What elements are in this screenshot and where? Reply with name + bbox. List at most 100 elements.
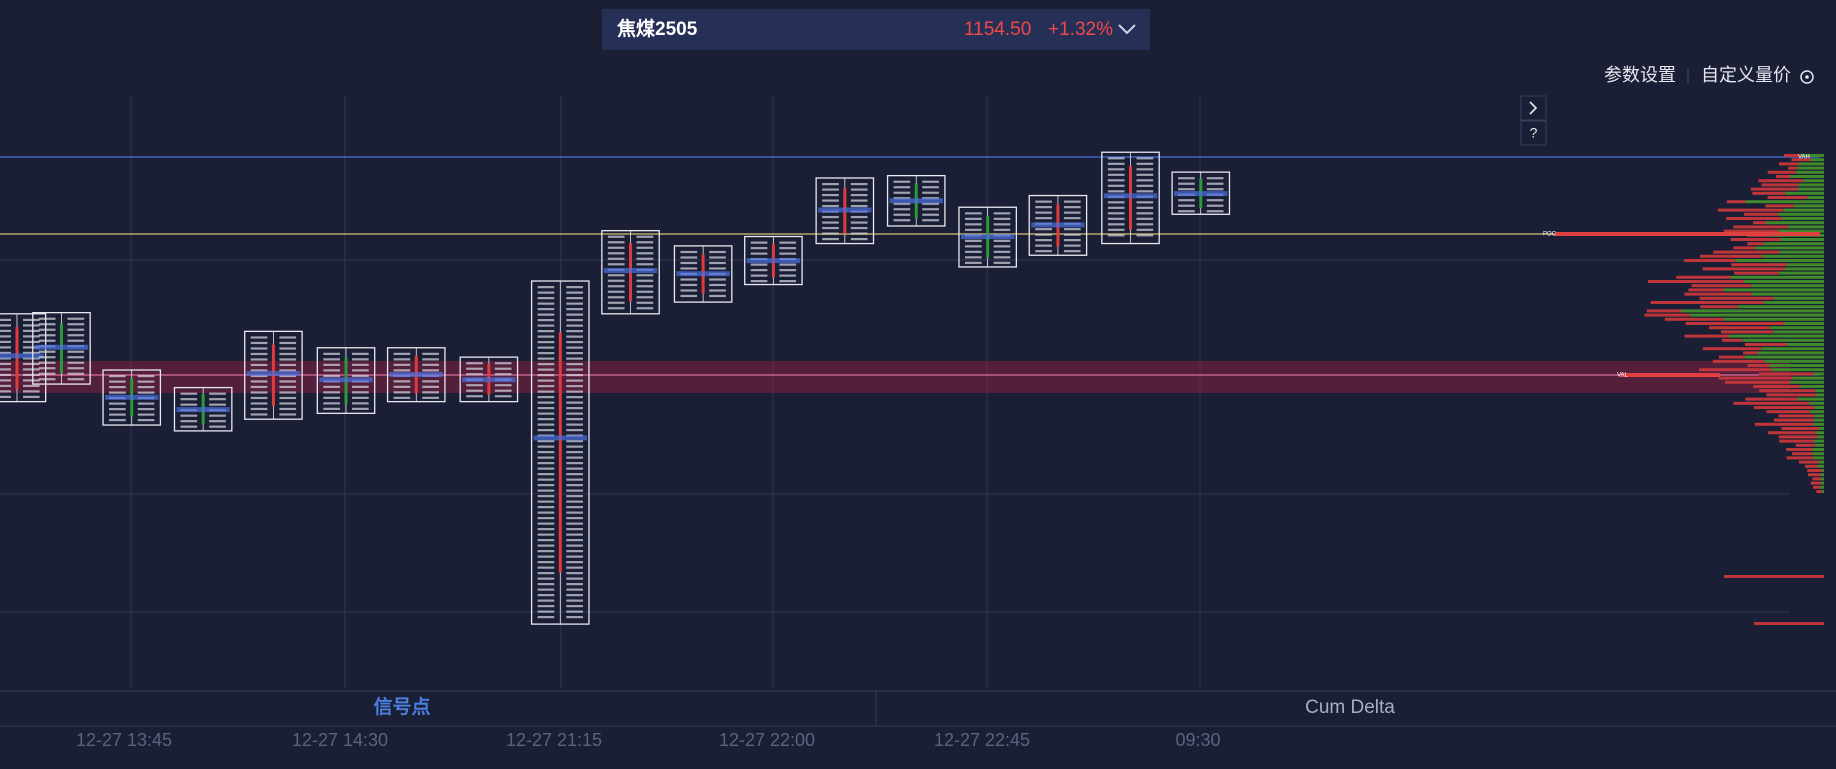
- poc-cell: [818, 207, 872, 213]
- cell-text-placeholder: [566, 500, 583, 503]
- cell-text-placeholder: [566, 313, 583, 316]
- cell-text-placeholder: [352, 402, 369, 405]
- poc-cell: [246, 370, 301, 376]
- cell-text-placeholder: [537, 522, 555, 525]
- profile-bar: [1800, 385, 1824, 388]
- profile-bar: [1810, 158, 1824, 162]
- cell-text-placeholder: [537, 544, 555, 547]
- cell-text-placeholder: [209, 403, 226, 406]
- cell-text-placeholder: [494, 373, 512, 376]
- cell-text-placeholder: [1063, 228, 1081, 231]
- cell-text-placeholder: [67, 317, 85, 320]
- cell-text-placeholder: [850, 232, 868, 235]
- cell-text-placeholder: [566, 429, 583, 432]
- cell-text-placeholder: [180, 403, 198, 406]
- cell-text-placeholder: [537, 478, 555, 481]
- cell-text-placeholder: [1206, 177, 1224, 180]
- cell-text-placeholder: [393, 385, 411, 388]
- cell-text-placeholder: [137, 386, 155, 389]
- cell-text-placeholder: [466, 395, 483, 398]
- settings-button[interactable]: 参数设置: [1604, 65, 1676, 85]
- profile-bar: [1805, 464, 1818, 468]
- cell-text-placeholder: [537, 528, 555, 531]
- cell-text-placeholder: [323, 391, 341, 394]
- cell-text-placeholder: [279, 358, 297, 361]
- profile-bar: [1784, 322, 1824, 325]
- cell-text-placeholder: [109, 408, 126, 411]
- cell-text-placeholder: [750, 280, 768, 283]
- cell-text-placeholder: [537, 286, 555, 289]
- cell-text-placeholder: [566, 517, 583, 520]
- cell-text-placeholder: [822, 215, 839, 219]
- cell-text-placeholder: [636, 301, 654, 304]
- cell-text-placeholder: [1035, 217, 1052, 220]
- profile-bar: [1780, 238, 1824, 241]
- expand-button[interactable]: [1520, 95, 1547, 121]
- profile-bar: [1812, 477, 1821, 481]
- cell-text-placeholder: [22, 395, 40, 399]
- cell-text-placeholder: [993, 239, 1011, 242]
- profile-bar: [1810, 481, 1822, 485]
- poc-cell: [105, 394, 159, 400]
- profile-bar: [1773, 296, 1824, 300]
- cell-text-placeholder: [537, 357, 555, 360]
- cell-text-placeholder: [1035, 200, 1052, 203]
- expand-icon: [1529, 101, 1538, 115]
- profile-bar: [1751, 292, 1824, 296]
- cell-text-placeholder: [67, 323, 85, 326]
- cell-text-placeholder: [38, 372, 56, 375]
- cell-text-placeholder: [352, 407, 369, 410]
- profile-bar: [1754, 422, 1813, 426]
- cell-text-placeholder: [537, 572, 555, 575]
- cell-text-placeholder: [494, 384, 512, 387]
- dropdown-icon[interactable]: [1118, 24, 1136, 35]
- poc-cell: [676, 271, 730, 277]
- profile-bar: [1745, 200, 1824, 204]
- profile-bar: [1775, 175, 1791, 178]
- profile-bar: [1817, 464, 1824, 468]
- cell-text-placeholder: [566, 297, 583, 300]
- cell-text-placeholder: [22, 368, 40, 371]
- cell-text-placeholder: [1178, 177, 1195, 180]
- profile-bar: [1816, 490, 1823, 493]
- symbol-bar[interactable]: [602, 9, 1150, 50]
- custom-price-icon[interactable]: [1800, 70, 1814, 84]
- cell-text-placeholder: [1035, 250, 1052, 253]
- profile-bar: [1792, 452, 1813, 456]
- cell-text-placeholder: [1063, 250, 1081, 253]
- tab[interactable]: Cum Delta: [1305, 697, 1395, 718]
- cell-text-placeholder: [279, 336, 297, 339]
- profile-bar: [1821, 469, 1824, 472]
- cell-text-placeholder: [680, 289, 698, 292]
- profile-bar: [1783, 208, 1824, 212]
- cell-text-placeholder: [1206, 210, 1224, 213]
- profile-bar: [1724, 575, 1824, 578]
- cell-text-placeholder: [822, 204, 839, 208]
- cell-text-placeholder: [893, 219, 911, 222]
- cell-text-placeholder: [0, 379, 11, 382]
- cell-text-placeholder: [636, 307, 654, 310]
- custom-price-button[interactable]: 自定义量价: [1701, 65, 1791, 85]
- profile-bar: [1778, 162, 1800, 166]
- profile-bar: [1790, 380, 1824, 384]
- poc-cell: [1174, 191, 1228, 197]
- profile-bar: [1769, 364, 1824, 367]
- profile-bar: [1787, 263, 1824, 267]
- tab-active[interactable]: 信号点: [373, 695, 430, 718]
- profile-bar: [1763, 301, 1824, 304]
- cell-text-placeholder: [822, 237, 839, 241]
- change: +1.32%: [1048, 19, 1113, 40]
- profile-bar: [1778, 435, 1818, 439]
- cell-text-placeholder: [1136, 234, 1154, 237]
- cell-text-placeholder: [323, 396, 341, 399]
- cell-text-placeholder: [1206, 188, 1224, 191]
- help-button[interactable]: [1520, 120, 1547, 146]
- cell-text-placeholder: [1136, 179, 1154, 182]
- profile-bar: [1733, 225, 1788, 229]
- cell-text-placeholder: [709, 256, 726, 259]
- cell-text-placeholder: [537, 313, 555, 316]
- profile-bar: [1814, 414, 1824, 418]
- cell-text-placeholder: [893, 197, 911, 200]
- cell-text-placeholder: [566, 396, 583, 399]
- cell-text-placeholder: [636, 285, 654, 288]
